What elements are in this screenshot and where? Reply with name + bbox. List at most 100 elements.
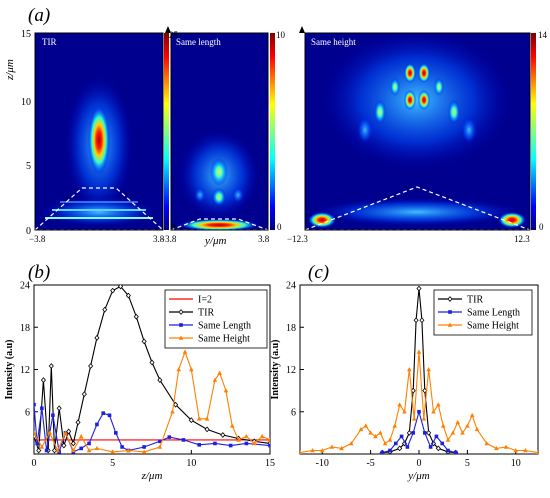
data-point bbox=[368, 430, 373, 435]
data-point bbox=[455, 419, 460, 425]
legend-marker bbox=[179, 323, 183, 327]
data-point bbox=[149, 359, 155, 366]
data-point bbox=[142, 445, 146, 449]
legend: TIR Same Length Same Height bbox=[433, 289, 533, 336]
legend-marker bbox=[448, 310, 452, 314]
data-point bbox=[81, 391, 87, 398]
data-point bbox=[204, 416, 210, 421]
data-point bbox=[445, 437, 451, 442]
data-point bbox=[484, 440, 490, 446]
map-title-tir: TIR bbox=[42, 37, 57, 47]
tir-boundary bbox=[33, 187, 165, 231]
x-tick-label: 5 bbox=[465, 458, 470, 469]
data-point bbox=[141, 338, 147, 345]
data-point bbox=[228, 443, 233, 448]
data-point bbox=[114, 431, 118, 435]
data-point bbox=[118, 285, 124, 290]
data-point bbox=[55, 447, 60, 453]
data-point bbox=[446, 448, 450, 453]
y-tick-label: 24 bbox=[20, 281, 30, 292]
data-point bbox=[63, 430, 68, 435]
data-point bbox=[120, 445, 124, 449]
data-point bbox=[141, 449, 147, 454]
data-point bbox=[212, 377, 218, 382]
colorbar-max-same-height: 14 bbox=[538, 30, 548, 40]
data-point bbox=[416, 349, 422, 354]
data-point bbox=[411, 431, 415, 435]
data-point bbox=[503, 444, 509, 449]
data-point bbox=[125, 292, 131, 299]
y-tick-label: 12 bbox=[20, 365, 30, 376]
data-point bbox=[34, 430, 37, 435]
x-tick-label: -10 bbox=[316, 458, 329, 469]
data-point bbox=[259, 433, 265, 439]
data-point bbox=[110, 287, 116, 294]
data-point bbox=[319, 447, 325, 453]
data-point bbox=[380, 450, 385, 454]
data-point bbox=[423, 431, 427, 435]
data-point bbox=[236, 437, 241, 442]
data-point bbox=[348, 440, 354, 446]
data-point bbox=[300, 450, 303, 454]
data-point bbox=[469, 412, 475, 418]
data-point bbox=[223, 388, 229, 393]
data-point bbox=[411, 416, 417, 421]
data-point bbox=[173, 401, 179, 408]
colorbar-max-tir: 25 bbox=[169, 30, 179, 40]
colorbar-min-same-length: 0 bbox=[277, 222, 282, 232]
data-point bbox=[440, 441, 445, 446]
data-point bbox=[213, 441, 217, 446]
data-point bbox=[465, 423, 470, 428]
data-point bbox=[157, 444, 163, 449]
xtick-a1-min: −3.8 bbox=[29, 234, 46, 244]
data-point bbox=[388, 448, 392, 453]
x-tick-label: 15 bbox=[265, 458, 275, 469]
data-point bbox=[399, 434, 404, 439]
data-point bbox=[453, 450, 458, 454]
data-point bbox=[494, 445, 499, 451]
data-point bbox=[170, 409, 175, 414]
legend-marker bbox=[178, 335, 184, 340]
ylabel-a: z/μm bbox=[4, 59, 16, 81]
y-axis-label: Intensity (a.u) bbox=[270, 339, 281, 399]
data-point bbox=[204, 426, 210, 433]
data-point bbox=[78, 433, 84, 439]
data-point bbox=[196, 416, 202, 421]
x-tick-label: 0 bbox=[417, 458, 422, 469]
data-point bbox=[40, 406, 44, 411]
x-tick-label: 10 bbox=[186, 458, 196, 469]
data-point bbox=[267, 437, 270, 442]
panel-label-a: (a) bbox=[28, 5, 50, 26]
xtick-a3-min: −12.3 bbox=[287, 234, 308, 244]
data-point bbox=[56, 405, 62, 412]
data-point bbox=[188, 417, 194, 424]
legend-entry: TIR bbox=[467, 295, 483, 306]
colorbar-min-same-height: 0 bbox=[539, 222, 544, 232]
y-tick-label: 24 bbox=[286, 281, 296, 292]
data-point bbox=[79, 446, 83, 451]
data-point bbox=[513, 447, 519, 453]
data-point bbox=[167, 435, 172, 439]
data-point bbox=[363, 423, 369, 428]
data-point bbox=[416, 285, 422, 292]
data-point bbox=[428, 445, 433, 449]
y-tick-label: 18 bbox=[20, 323, 30, 334]
y-tick-label: 6 bbox=[291, 407, 296, 418]
data-point bbox=[474, 426, 480, 432]
data-point bbox=[75, 419, 81, 426]
data-point bbox=[110, 449, 115, 454]
data-point bbox=[176, 367, 182, 372]
legend-entry: I=2 bbox=[198, 295, 212, 306]
data-point bbox=[436, 402, 441, 407]
panel-label-b: (b) bbox=[28, 262, 50, 283]
panel-label-c: (c) bbox=[308, 262, 329, 283]
heatmap-tir bbox=[35, 33, 163, 230]
legend-entry: Same Height bbox=[198, 334, 250, 345]
colorbar-max-same-length: 10 bbox=[276, 30, 286, 40]
data-point bbox=[402, 409, 407, 414]
colorbar-same-height bbox=[531, 33, 536, 230]
map-title-same-length: Same length bbox=[176, 37, 221, 47]
data-point bbox=[35, 441, 39, 446]
data-point bbox=[406, 429, 412, 436]
